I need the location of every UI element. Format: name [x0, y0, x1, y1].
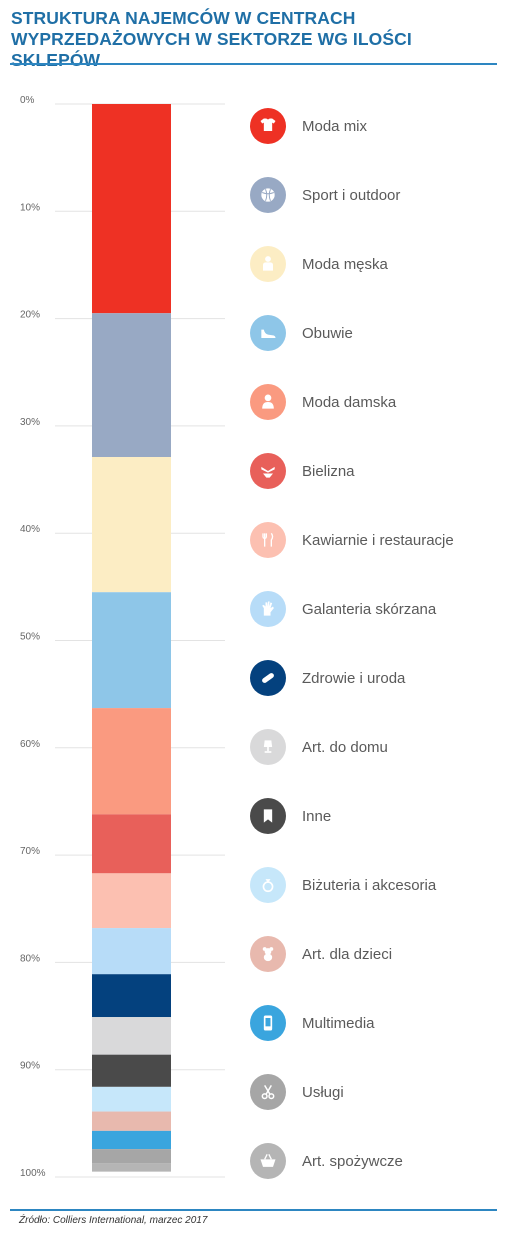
legend-label: Art. dla dzieci [302, 945, 393, 963]
legend-item: Galanteria skórzana [250, 591, 436, 627]
bar-segment-4 [92, 708, 171, 815]
bar-segment-2 [92, 457, 171, 593]
legend-label: Moda damska [302, 393, 397, 411]
legend-label: Usługi [302, 1083, 344, 1101]
legend-label: Obuwie [302, 324, 353, 342]
legend-item: Moda męska [250, 246, 388, 282]
bar-segment-7 [92, 928, 171, 975]
bar-segment-3 [92, 592, 171, 709]
bar-segment-10 [92, 1054, 171, 1087]
legend-item: Sport i outdoor [250, 177, 400, 213]
legend-label: Moda męska [302, 255, 388, 273]
ring-icon [250, 867, 286, 903]
lingerie-icon [250, 453, 286, 489]
chart-title-line-1: STRUKTURA NAJEMCÓW W CENTRACH [11, 8, 356, 28]
legend-label: Moda mix [302, 117, 368, 135]
y-tick-label: 70% [20, 846, 40, 857]
bar-segment-9 [92, 1017, 171, 1055]
chart-title: STRUKTURA NAJEMCÓW W CENTRACH WYPRZEDAŻO… [11, 8, 501, 71]
legend-item: Biżuteria i akcesoria [250, 867, 436, 903]
scissors-icon [250, 1074, 286, 1110]
legend-label: Multimedia [302, 1014, 375, 1032]
legend-item: Art. dla dzieci [250, 936, 392, 972]
pill-icon [250, 660, 286, 696]
legend-item: Moda damska [250, 384, 396, 420]
bar-segment-1 [92, 313, 171, 458]
y-tick-label: 10% [20, 202, 40, 213]
legend-item: Art. spożywcze [250, 1143, 403, 1179]
y-tick-label: 50% [20, 632, 40, 643]
legend-label: Zdrowie i uroda [302, 669, 406, 687]
legend-label: Galanteria skórzana [302, 600, 437, 618]
bookmark-icon [250, 798, 286, 834]
teddy-icon [250, 936, 286, 972]
top-divider [10, 63, 497, 65]
legend-label: Inne [302, 807, 332, 825]
bar-segment-14 [92, 1149, 171, 1164]
legend-label: Sport i outdoor [302, 186, 401, 204]
stacked-bar-chart: 0% 10% 20% 30% 40% 50% 60% 70% 80% 90% 100% [20, 95, 225, 1179]
legend-label: Biżuteria i akcesoria [302, 876, 437, 894]
y-tick-label: 30% [20, 417, 40, 428]
legend-item: Kawiarnie i restauracje [250, 522, 454, 558]
bar-segment-15 [92, 1163, 171, 1172]
chart-title-line-2: WYPRZEDAŻOWYCH W SEKTORZE WG ILOŚCI SKLE… [11, 29, 412, 70]
legend-label: Art. spożywcze [302, 1152, 403, 1170]
bar-segment-6 [92, 873, 171, 929]
legend-item: Zdrowie i uroda [250, 660, 405, 696]
ball-icon [250, 177, 286, 213]
y-tick-label: 20% [20, 310, 40, 321]
legend-item: Usługi [250, 1074, 344, 1110]
bar-segment-13 [92, 1130, 171, 1150]
bar-segment-11 [92, 1086, 171, 1112]
bar-segment-8 [92, 974, 171, 1018]
legend-label: Art. do domu [302, 738, 388, 756]
legend-item: Bielizna [250, 453, 355, 489]
man-icon [250, 246, 286, 282]
legend-label: Bielizna [302, 462, 355, 480]
woman-icon [250, 384, 286, 420]
legend-item: Art. do domu [250, 729, 388, 765]
y-tick-label: 0% [20, 95, 35, 106]
source-note: Źródło: Colliers International, marzec 2… [19, 1215, 208, 1226]
glove-icon [250, 591, 286, 627]
bottom-divider [10, 1209, 497, 1211]
legend-item: Obuwie [250, 315, 353, 351]
legend-label: Kawiarnie i restauracje [302, 531, 454, 549]
y-tick-label: 80% [20, 953, 40, 964]
y-tick-label: 90% [20, 1061, 40, 1072]
basket-icon [250, 1143, 286, 1179]
lamp-icon [250, 729, 286, 765]
legend-item: Multimedia [250, 1005, 375, 1041]
bar-segment-0 [92, 104, 171, 314]
y-tick-label: 60% [20, 739, 40, 750]
tshirt-icon [250, 108, 286, 144]
bar-segment-12 [92, 1111, 171, 1131]
y-tick-label: 40% [20, 524, 40, 535]
y-tick-label: 100% [20, 1168, 46, 1179]
cutlery-icon [250, 522, 286, 558]
bar-segment-5 [92, 814, 171, 874]
shoe-icon [250, 315, 286, 351]
legend-item: Moda mix [250, 108, 367, 144]
legend-item: Inne [250, 798, 331, 834]
phone-icon [250, 1005, 286, 1041]
